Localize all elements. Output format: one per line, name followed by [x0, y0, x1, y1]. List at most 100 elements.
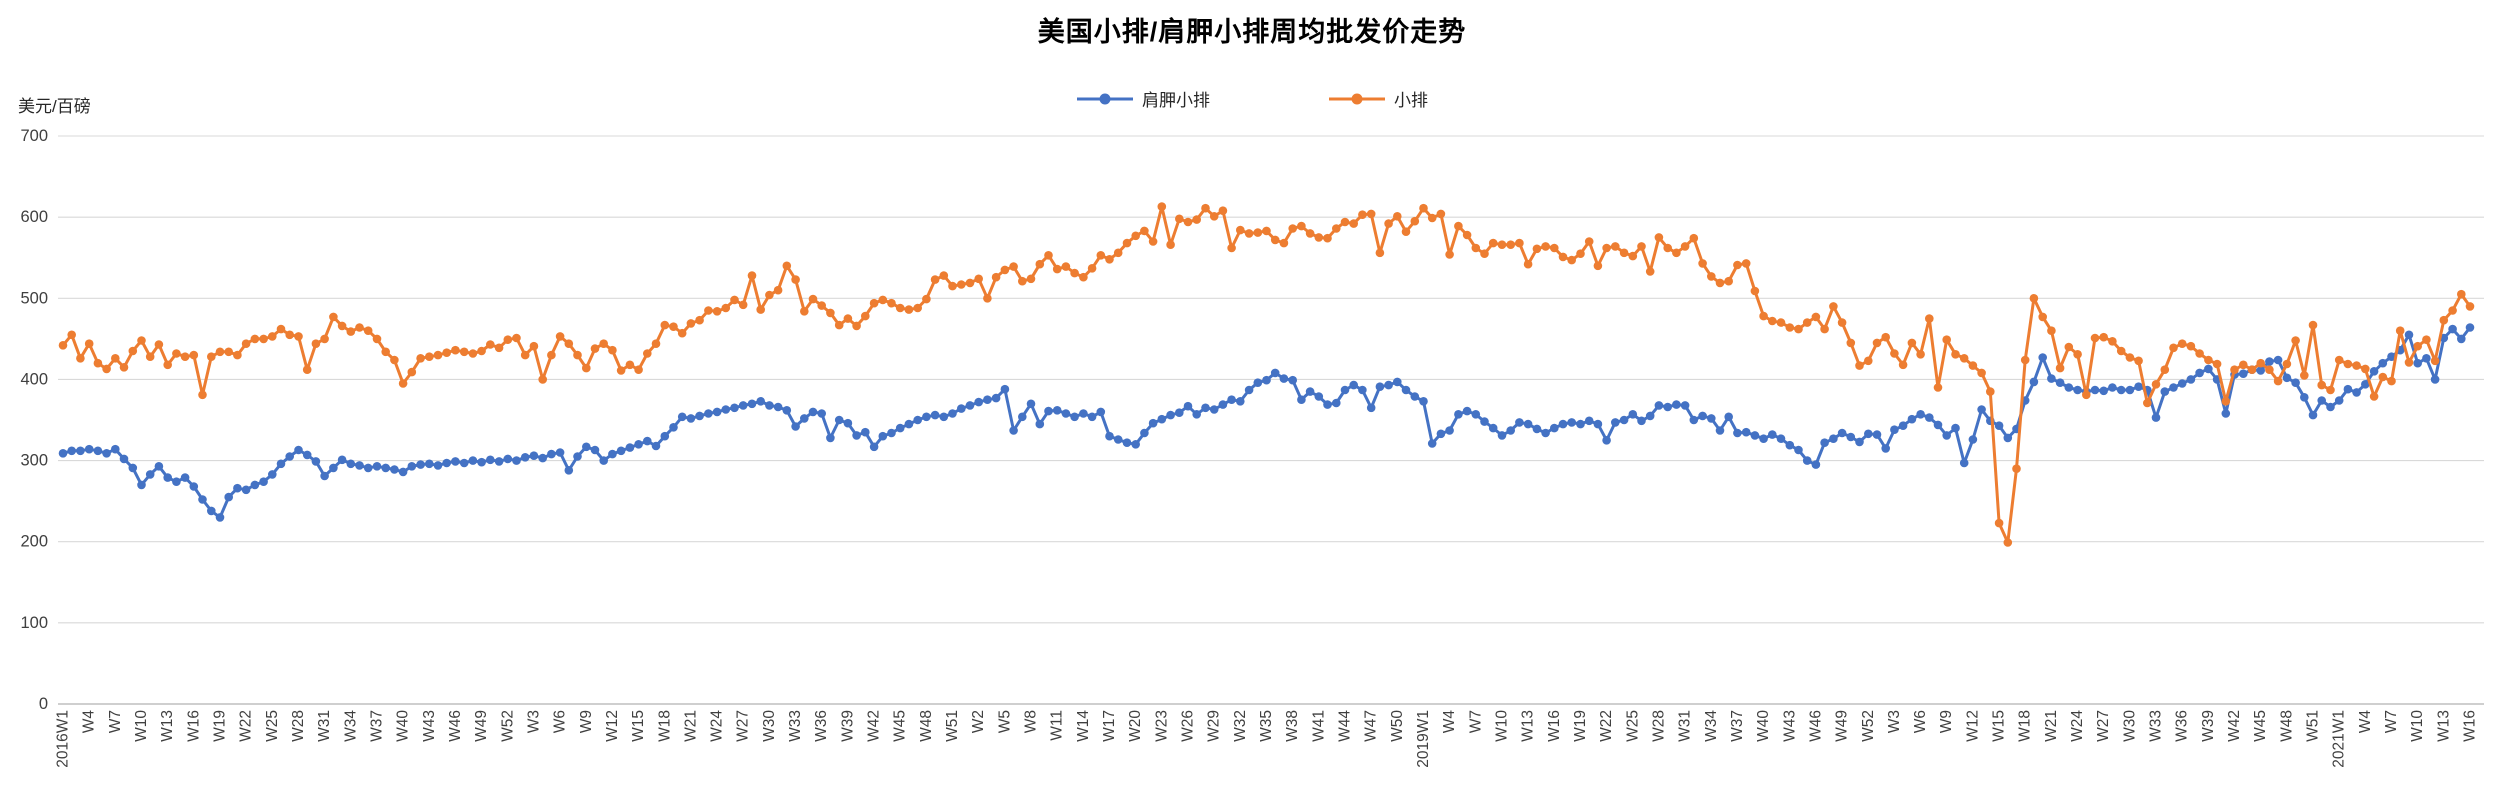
data-point [311, 339, 321, 349]
x-tick-label: W30 [2121, 710, 2138, 742]
data-point [2204, 355, 2213, 365]
data-point [895, 303, 905, 313]
x-tick-label: W36 [2174, 710, 2191, 742]
data-point [1270, 368, 1280, 378]
data-point [276, 324, 286, 334]
data-point [1619, 248, 1629, 258]
data-point [433, 461, 443, 470]
data-point [1715, 426, 1725, 435]
data-point [1061, 262, 1071, 271]
data-point [1750, 286, 1760, 296]
data-point [2064, 342, 2074, 352]
data-point [2134, 356, 2143, 366]
data-point [2212, 359, 2222, 369]
data-point [1462, 230, 1472, 240]
x-tick-label: W40 [1755, 710, 1772, 742]
data-point [1837, 428, 1847, 438]
data-point [686, 414, 696, 423]
data-point [843, 418, 853, 428]
data-point [363, 463, 373, 473]
data-point [1925, 413, 1934, 422]
data-point [817, 301, 826, 310]
data-point [459, 458, 469, 468]
data-point [1288, 375, 1297, 385]
data-point [2055, 378, 2065, 388]
data-point [372, 334, 382, 344]
data-point [2151, 380, 2161, 389]
data-point [1253, 228, 1263, 237]
data-point [1654, 233, 1664, 242]
data-point [2282, 359, 2292, 369]
data-point [1602, 243, 1611, 253]
x-tick-label: W10 [1493, 710, 1510, 742]
data-point [1323, 400, 1332, 409]
x-tick-label: W27 [735, 710, 752, 742]
data-point [2003, 433, 2013, 443]
data-point [407, 462, 417, 471]
data-point [1698, 411, 1707, 421]
data-point [2247, 365, 2257, 375]
data-point [486, 455, 495, 465]
y-tick-label: 0 [39, 695, 48, 713]
data-point [1785, 323, 1795, 332]
data-point [1279, 238, 1289, 248]
data-point [1131, 231, 1140, 241]
data-point [555, 448, 565, 457]
x-tick-label: W8 [1023, 710, 1040, 733]
data-point [1707, 272, 1716, 281]
y-tick-label: 200 [20, 533, 48, 551]
data-point [1175, 214, 1184, 224]
data-point [1933, 383, 1943, 392]
data-point [346, 459, 356, 469]
data-point [878, 295, 888, 305]
data-point [1183, 401, 1193, 411]
data-point [1715, 278, 1725, 288]
x-tick-label: W25 [264, 710, 281, 742]
x-tick-label: W24 [2069, 710, 2086, 742]
data-point [1611, 242, 1620, 251]
data-point [1297, 395, 1306, 405]
data-point [573, 452, 582, 461]
data-point [1672, 248, 1681, 258]
data-point [1768, 430, 1777, 439]
data-point [2326, 385, 2335, 395]
data-point [1236, 225, 1245, 235]
data-point [564, 466, 574, 475]
data-point [1733, 260, 1742, 270]
x-tick-label: W7 [2383, 710, 2400, 733]
data-point [503, 454, 513, 464]
data-point [2090, 385, 2100, 395]
data-point [172, 349, 181, 358]
data-point [1959, 354, 1969, 363]
x-tick-label: W31 [316, 710, 333, 742]
data-point [1802, 318, 1812, 327]
data-point [337, 321, 347, 331]
data-point [1113, 248, 1123, 258]
data-point [791, 422, 800, 431]
data-point [991, 272, 1001, 282]
x-tick-label: W46 [1807, 710, 1824, 742]
data-point [268, 470, 277, 479]
data-point [2457, 289, 2466, 299]
data-point [1018, 276, 1027, 286]
data-point [1628, 410, 1638, 419]
x-tick-label: 2019W1 [1415, 710, 1432, 768]
data-point [1872, 338, 1882, 348]
data-point [773, 402, 783, 412]
data-point [1358, 210, 1367, 219]
data-point [1776, 318, 1786, 327]
data-point [2457, 334, 2466, 344]
x-tick-label: W51 [944, 710, 961, 742]
data-point [1523, 419, 1533, 429]
data-point [416, 354, 425, 363]
data-point [1087, 264, 1097, 273]
data-point [1218, 206, 1228, 215]
data-point [1890, 425, 1899, 435]
data-point [826, 308, 835, 318]
data-point [1140, 428, 1149, 438]
data-point [224, 347, 233, 357]
data-point [381, 347, 391, 357]
data-point [1680, 401, 1690, 410]
data-point [1218, 400, 1228, 409]
x-tick-label: W5 [996, 710, 1013, 733]
